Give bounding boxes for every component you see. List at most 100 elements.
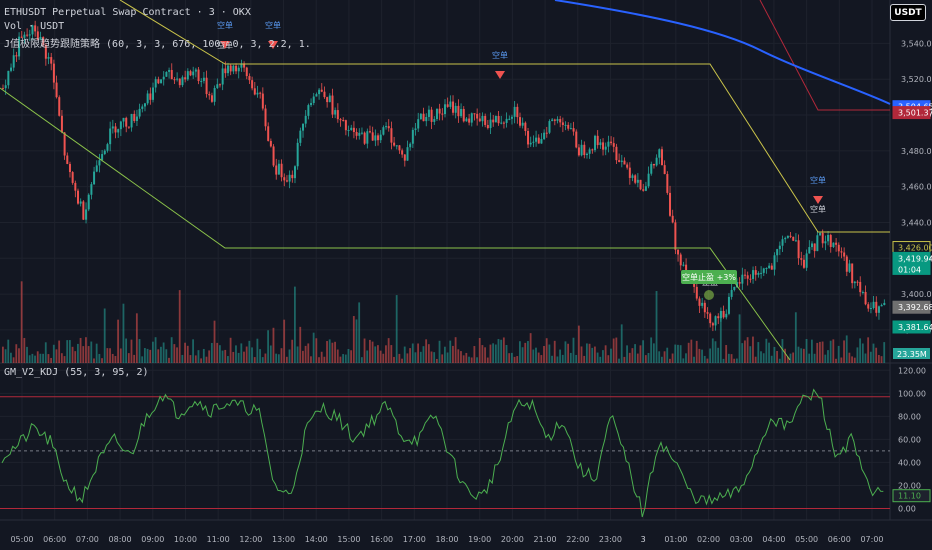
candle-body: [194, 69, 197, 72]
volume-bar: [10, 352, 12, 363]
candle-body: [267, 126, 270, 141]
candle-body: [336, 110, 339, 120]
candle-body: [114, 126, 117, 133]
candle-body: [157, 79, 160, 84]
candle-body: [232, 65, 235, 72]
volume-bar: [130, 339, 133, 363]
volume-bar: [492, 343, 495, 363]
volume-bar: [339, 356, 342, 363]
candle-body: [564, 124, 567, 126]
candle-body: [55, 82, 58, 98]
candle-body: [746, 275, 749, 279]
volume-bar: [401, 358, 403, 363]
volume-bar: [543, 345, 545, 363]
candle-body: [229, 65, 232, 72]
candle-body: [117, 129, 120, 133]
candle-body: [328, 95, 331, 103]
volume-bar: [454, 337, 457, 363]
candle-body: [355, 132, 358, 136]
volume-bar: [768, 342, 770, 363]
candle-body: [401, 150, 404, 155]
volume-bar: [26, 346, 28, 363]
candle-body: [152, 87, 155, 100]
volume-bar: [867, 337, 870, 363]
price-axis-badge-text: 3,426.00: [898, 244, 932, 253]
volume-bar: [435, 358, 438, 363]
volume-bar: [256, 338, 259, 363]
volume-bar: [409, 348, 411, 363]
candle-body: [425, 116, 428, 122]
candle-body: [599, 142, 602, 146]
candle-body: [277, 163, 280, 175]
volume-bar: [853, 357, 856, 363]
candle-body: [154, 79, 157, 88]
volume-bar: [478, 338, 481, 363]
volume-bar: [722, 358, 725, 363]
candle-body: [93, 171, 96, 185]
candle-body: [819, 232, 822, 236]
candle-body: [768, 265, 771, 269]
candle-body: [275, 165, 278, 175]
volume-bar: [157, 349, 160, 363]
candle-body: [476, 113, 479, 119]
candle-body: [794, 240, 797, 242]
candle-body: [248, 76, 251, 81]
volume-bar: [323, 356, 326, 363]
candle-body: [47, 57, 50, 59]
candle-body: [543, 132, 546, 140]
currency-button[interactable]: USDT: [890, 4, 926, 21]
candle-body: [291, 174, 294, 179]
volume-bar: [331, 342, 334, 363]
candle-body: [251, 80, 254, 89]
volume-bar: [735, 358, 738, 363]
candle-body: [856, 281, 859, 283]
volume-bar: [127, 353, 130, 363]
candle-body: [264, 108, 267, 127]
candle-body: [58, 97, 61, 116]
volume-bar: [840, 357, 843, 363]
volume-bar: [285, 356, 288, 363]
candle-body: [296, 142, 299, 167]
candle-body: [821, 232, 824, 244]
volume-bar: [119, 348, 122, 363]
volume-bar: [682, 358, 685, 363]
volume-bar: [457, 349, 460, 363]
candle-body: [350, 127, 353, 130]
candle-body: [243, 63, 246, 68]
volume-bar: [602, 350, 604, 363]
volume-bar: [4, 349, 7, 363]
volume-bar: [861, 343, 864, 363]
candle-body: [312, 96, 315, 103]
candle-body: [880, 305, 883, 307]
yellow-channel-line: [119, 0, 890, 233]
candle-body: [727, 296, 730, 314]
volume-bar: [2, 346, 4, 363]
candle-body: [636, 179, 639, 183]
volume-bar: [652, 343, 655, 363]
volume-bar: [679, 345, 682, 363]
candle-body: [66, 155, 69, 164]
volume-bar: [730, 354, 733, 363]
volume-bar: [154, 337, 157, 363]
price-tick-label: 3,520.00: [901, 75, 932, 84]
time-tick-label: 18:00: [435, 535, 458, 544]
volume-bar: [794, 312, 797, 363]
short-marker: [268, 41, 278, 49]
volume-bar: [430, 351, 433, 363]
candle-body: [655, 157, 658, 166]
candle-body: [130, 113, 133, 128]
candle-body: [551, 119, 554, 122]
candle-body: [556, 119, 559, 121]
volume-bar: [251, 347, 253, 363]
volume-bar: [176, 347, 178, 363]
candle-body: [877, 306, 880, 313]
candle-body: [23, 34, 26, 38]
candle-body: [245, 67, 248, 77]
candle-body: [816, 235, 819, 252]
candle-body: [829, 234, 832, 247]
volume-bar: [44, 342, 47, 363]
volume-bar: [585, 343, 588, 363]
candle-body: [411, 129, 414, 144]
volume-bar: [360, 357, 363, 363]
